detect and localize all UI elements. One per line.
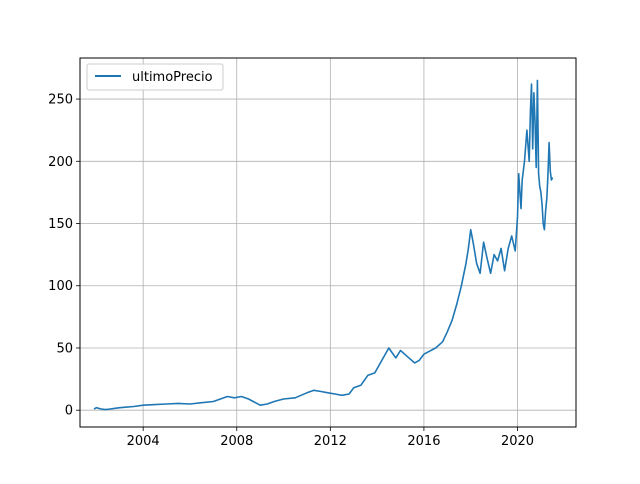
y-tick-label: 200 (48, 155, 73, 170)
x-tick-label: 2008 (220, 434, 253, 449)
y-tick-label: 150 (48, 217, 73, 232)
series-layer (93, 79, 554, 411)
legend-label: ultimoPrecio (132, 70, 213, 85)
y-tick-label: 100 (48, 279, 73, 294)
y-tick-label: 250 (48, 93, 73, 108)
x-tick-label: 2012 (314, 434, 347, 449)
legend-box (86, 63, 224, 91)
y-tick-label: 0 (65, 404, 73, 419)
x-axis: 2004 2008 2012 2016 2020 (127, 427, 534, 449)
series-line-ultimoPrecio (93, 79, 554, 411)
legend: ultimoPrecio (86, 63, 224, 91)
y-axis: 0 50 100 150 200 250 (48, 93, 80, 419)
y-tick-label: 50 (56, 341, 73, 356)
plot-frame (79, 57, 577, 428)
x-tick-label: 2004 (127, 434, 160, 449)
x-tick-label: 2016 (407, 434, 440, 449)
x-tick-label: 2020 (501, 434, 534, 449)
grid (80, 58, 576, 427)
